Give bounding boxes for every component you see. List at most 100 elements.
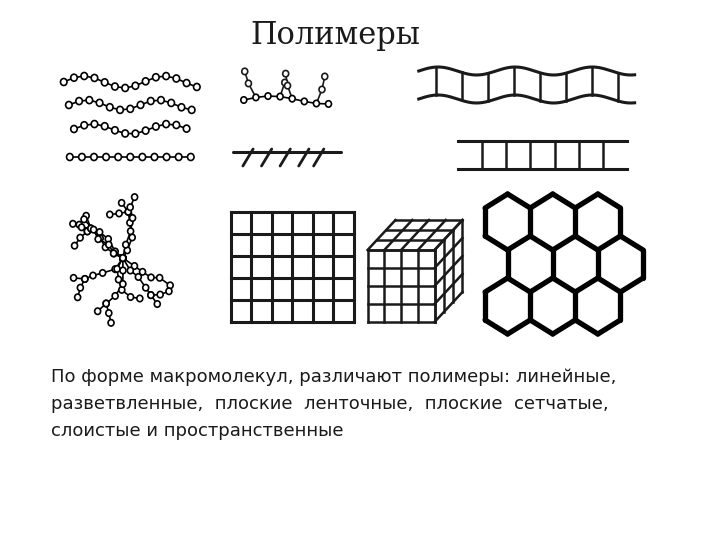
Circle shape: [127, 294, 133, 300]
Circle shape: [111, 250, 117, 256]
Circle shape: [94, 308, 101, 314]
Circle shape: [132, 82, 139, 89]
Circle shape: [163, 120, 169, 127]
Circle shape: [130, 215, 135, 221]
Circle shape: [187, 153, 194, 160]
Circle shape: [81, 72, 87, 79]
Circle shape: [103, 300, 109, 307]
Circle shape: [125, 247, 130, 253]
Circle shape: [82, 276, 88, 282]
Circle shape: [240, 97, 247, 103]
Circle shape: [127, 228, 134, 234]
Circle shape: [119, 287, 125, 293]
Circle shape: [283, 70, 289, 77]
Text: По форме макромолекул, различают полимеры: линейные,
разветвленные,  плоские  ле: По форме макромолекул, различают полимер…: [51, 368, 616, 440]
Circle shape: [127, 220, 133, 226]
Circle shape: [120, 255, 126, 261]
Circle shape: [132, 263, 138, 269]
Circle shape: [120, 255, 126, 261]
Circle shape: [163, 153, 170, 160]
Circle shape: [112, 83, 118, 90]
Circle shape: [127, 267, 133, 274]
Circle shape: [132, 194, 138, 200]
Circle shape: [81, 122, 87, 129]
Circle shape: [116, 210, 122, 217]
Circle shape: [139, 153, 145, 160]
Circle shape: [127, 153, 133, 160]
Circle shape: [105, 236, 111, 242]
Circle shape: [184, 125, 190, 132]
Circle shape: [120, 255, 126, 261]
Circle shape: [148, 274, 154, 281]
Circle shape: [96, 99, 103, 106]
Circle shape: [277, 93, 283, 100]
Circle shape: [120, 255, 126, 261]
Circle shape: [173, 122, 179, 129]
Circle shape: [106, 310, 112, 316]
Circle shape: [122, 130, 128, 137]
Circle shape: [166, 288, 172, 294]
Circle shape: [76, 221, 82, 228]
Circle shape: [153, 74, 159, 81]
Circle shape: [246, 80, 251, 86]
Circle shape: [151, 153, 158, 160]
Text: Полимеры: Полимеры: [250, 20, 420, 51]
Circle shape: [148, 292, 154, 298]
Circle shape: [120, 255, 126, 261]
Circle shape: [148, 98, 154, 105]
Circle shape: [132, 130, 139, 137]
Circle shape: [319, 86, 325, 93]
Circle shape: [112, 248, 118, 255]
Circle shape: [168, 99, 174, 106]
Circle shape: [120, 255, 126, 261]
Circle shape: [148, 292, 154, 298]
Circle shape: [107, 104, 113, 111]
Circle shape: [77, 285, 84, 291]
Circle shape: [322, 73, 328, 80]
Circle shape: [282, 79, 288, 86]
Circle shape: [129, 234, 135, 241]
Circle shape: [120, 255, 126, 261]
Circle shape: [173, 75, 179, 82]
Circle shape: [153, 123, 159, 130]
Circle shape: [107, 211, 113, 218]
Circle shape: [301, 98, 307, 105]
Circle shape: [117, 106, 123, 113]
Circle shape: [95, 236, 101, 242]
Circle shape: [112, 266, 118, 272]
Circle shape: [84, 228, 90, 234]
Circle shape: [88, 225, 94, 232]
Circle shape: [116, 276, 122, 283]
Circle shape: [90, 272, 96, 279]
Circle shape: [157, 292, 163, 298]
Circle shape: [115, 153, 122, 160]
Circle shape: [99, 270, 106, 276]
Circle shape: [60, 78, 67, 85]
Circle shape: [71, 242, 78, 249]
Circle shape: [137, 295, 143, 302]
Circle shape: [125, 208, 131, 215]
Circle shape: [127, 105, 133, 112]
Circle shape: [114, 266, 120, 272]
Circle shape: [102, 123, 108, 130]
Circle shape: [127, 204, 133, 211]
Circle shape: [140, 268, 145, 275]
Circle shape: [71, 125, 77, 132]
Circle shape: [122, 84, 128, 91]
Circle shape: [189, 106, 195, 113]
Circle shape: [135, 274, 141, 280]
Circle shape: [103, 300, 109, 307]
Circle shape: [91, 226, 96, 233]
Circle shape: [163, 72, 169, 79]
Circle shape: [91, 75, 98, 82]
Circle shape: [157, 275, 163, 281]
Circle shape: [91, 153, 97, 160]
Circle shape: [78, 153, 85, 160]
Circle shape: [119, 200, 125, 206]
Circle shape: [167, 282, 173, 288]
Circle shape: [106, 241, 112, 248]
Circle shape: [88, 225, 94, 232]
Circle shape: [242, 68, 248, 75]
Circle shape: [108, 320, 114, 326]
Circle shape: [179, 104, 185, 111]
